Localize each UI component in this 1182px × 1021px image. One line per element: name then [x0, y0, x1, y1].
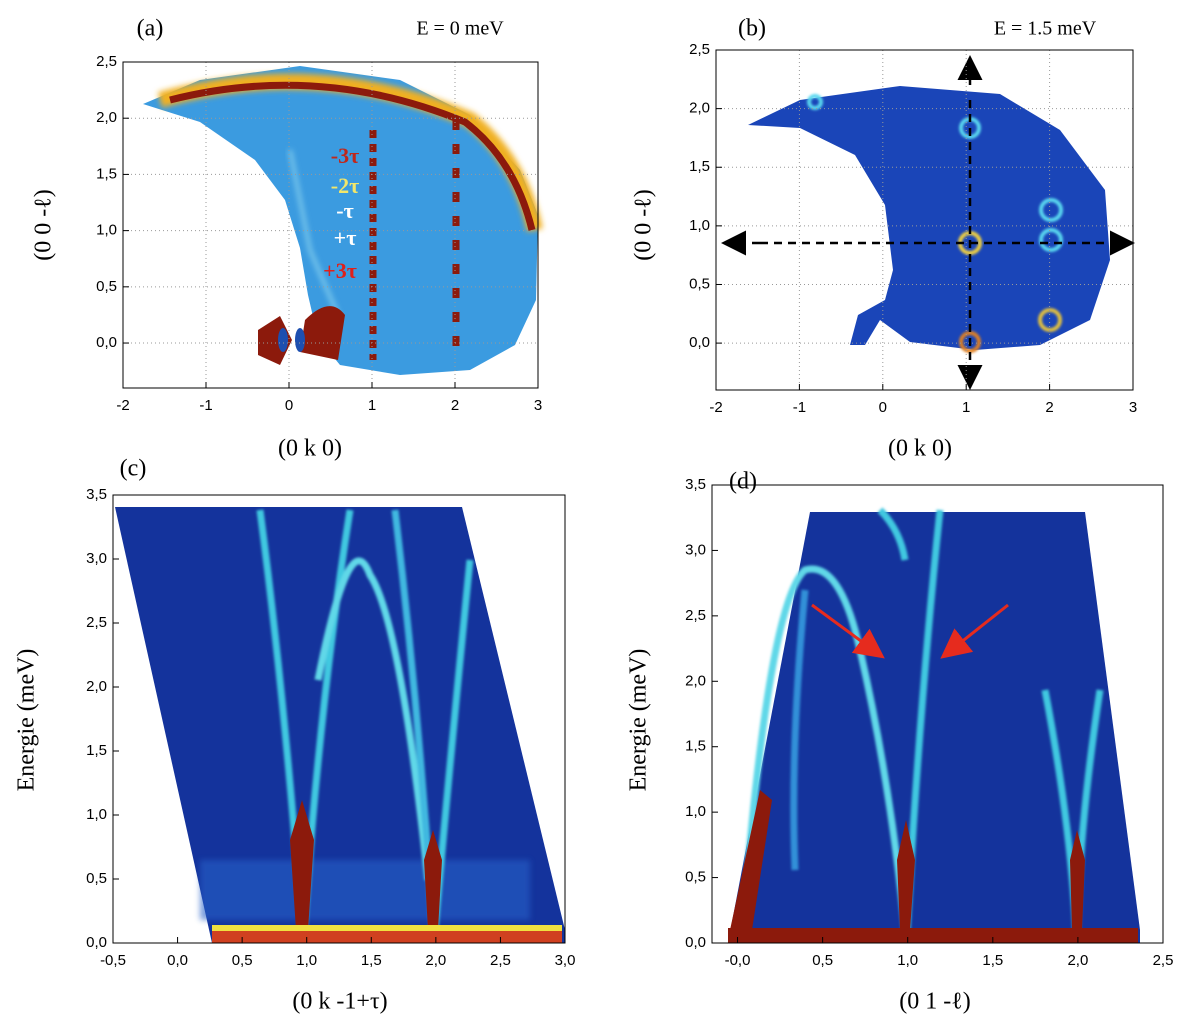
y-tick-label: 0,0	[685, 934, 706, 951]
energy-label: E = 0 meV	[416, 18, 504, 40]
x-tick-label: 3	[1129, 399, 1137, 416]
x-tick-label: 3,0	[555, 952, 576, 969]
tau-label: -τ	[336, 198, 353, 223]
panel-label: (a)	[137, 16, 164, 42]
x-tick-label: 1	[368, 397, 376, 414]
x-tick-label: 1,5	[361, 952, 382, 969]
x-tick-label: -1	[793, 399, 806, 416]
tau-label: -3τ	[331, 143, 359, 168]
y-tick-label: 2,5	[689, 41, 710, 58]
x-axis-label: (0 k 0)	[278, 436, 342, 462]
plot-frame	[122, 61, 539, 389]
y-tick-label: 2,0	[86, 678, 107, 695]
tau-label: +τ	[334, 225, 357, 250]
x-tick-label: 2,5	[1153, 952, 1174, 969]
plot-frame	[715, 49, 1134, 391]
y-tick-label: 0,0	[689, 334, 710, 351]
x-tick-label: -2	[709, 399, 722, 416]
x-tick-label: 0	[879, 399, 887, 416]
y-tick-label: 3,5	[685, 476, 706, 493]
intensity-map-a	[143, 66, 543, 375]
energy-label: E = 1.5 meV	[994, 18, 1097, 40]
y-tick-label: 2,0	[685, 672, 706, 689]
x-axis-label: (0 1 -ℓ)	[899, 989, 970, 1015]
y-tick-label: 0,5	[86, 870, 107, 887]
y-tick-label: 2,0	[689, 100, 710, 117]
y-tick-label: 3,5	[86, 486, 107, 503]
intensity-map-b	[721, 55, 1135, 390]
panel-label: (d)	[729, 469, 757, 495]
x-axis-label: (0 k 0)	[888, 436, 952, 462]
x-tick-label: 2	[451, 397, 459, 414]
intensity-map-d	[728, 507, 1140, 943]
x-tick-label: 2	[1045, 399, 1053, 416]
y-tick-label: 0,5	[689, 275, 710, 292]
x-tick-label: 0	[285, 397, 293, 414]
y-tick-label: 1,0	[86, 806, 107, 823]
x-tick-label: 1,5	[982, 952, 1003, 969]
y-tick-label: 0,5	[685, 869, 706, 886]
x-tick-label: 1,0	[296, 952, 317, 969]
y-tick-label: 1,5	[86, 742, 107, 759]
y-axis-label: (0 0 -ℓ)	[631, 189, 657, 260]
y-tick-label: 3,0	[86, 550, 107, 567]
y-tick-label: 3,0	[685, 541, 706, 558]
y-tick-label: 1,5	[685, 738, 706, 755]
panel-label: (c)	[120, 456, 147, 482]
y-tick-label: 0,0	[86, 934, 107, 951]
y-tick-label: 1,0	[685, 803, 706, 820]
x-tick-label: -0,5	[100, 952, 126, 969]
y-axis-label: (0 0 -ℓ)	[31, 189, 57, 260]
y-tick-label: 2,5	[86, 614, 107, 631]
x-tick-label: 1	[962, 399, 970, 416]
y-axis-label: Energie (meV)	[14, 649, 40, 792]
intensity-map-c	[115, 507, 565, 943]
x-tick-label: 0,0	[167, 952, 188, 969]
x-axis-label: (0 k -1+τ)	[292, 989, 387, 1015]
x-tick-label: 2,0	[425, 952, 446, 969]
x-tick-label: 2,5	[490, 952, 511, 969]
y-tick-label: 2,0	[96, 109, 117, 126]
x-tick-label: 3	[534, 397, 542, 414]
x-tick-label: -0,0	[725, 952, 751, 969]
x-tick-label: 1,0	[897, 952, 918, 969]
y-tick-label: 2,5	[685, 607, 706, 624]
y-axis-label: Energie (meV)	[626, 649, 652, 792]
y-tick-label: 1,5	[96, 165, 117, 182]
y-tick-label: 0,5	[96, 278, 117, 295]
y-tick-label: 2,5	[96, 53, 117, 70]
y-tick-label: 1,0	[96, 222, 117, 239]
tau-label: -2τ	[331, 173, 359, 198]
tau-label: +3τ	[323, 258, 357, 283]
x-tick-label: -2	[116, 397, 129, 414]
y-tick-label: 0,0	[96, 334, 117, 351]
panel-label: (b)	[738, 16, 766, 42]
x-tick-label: 2,0	[1067, 952, 1088, 969]
y-tick-label: 1,0	[689, 217, 710, 234]
x-tick-label: -1	[199, 397, 212, 414]
x-tick-label: 0,5	[812, 952, 833, 969]
plot-frame	[711, 484, 1164, 944]
x-tick-label: 0,5	[232, 952, 253, 969]
plot-frame	[112, 494, 566, 944]
y-tick-label: 1,5	[689, 158, 710, 175]
